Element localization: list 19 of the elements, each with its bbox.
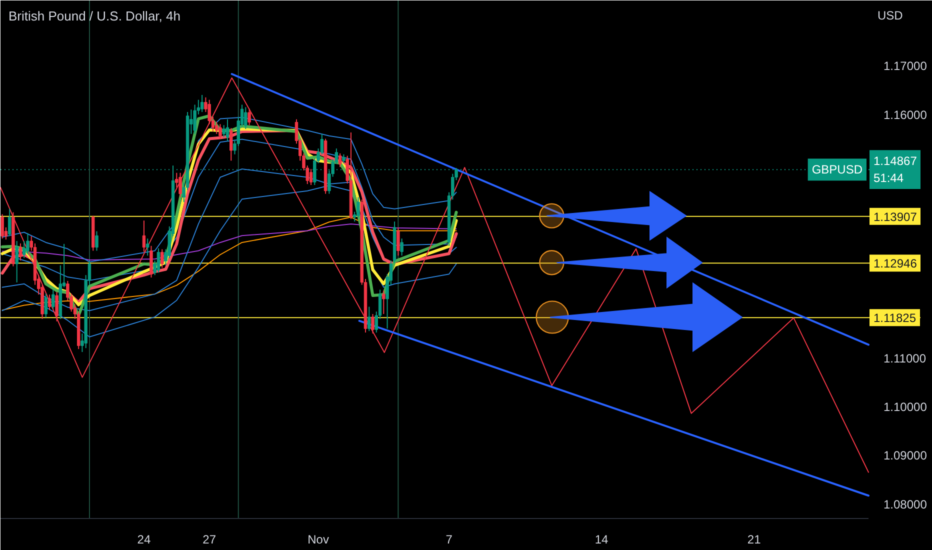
y-tick-label: 1.16000 (884, 108, 928, 122)
x-tick-label: 14 (594, 532, 609, 546)
ref-line-label: 1.11825 (874, 311, 916, 326)
y-tick-label: 1.10000 (884, 400, 928, 414)
text: British Pound / U.S. Dollar, 4h (8, 8, 180, 24)
annotation: GBPUSD (812, 162, 863, 177)
ref-line-label: 1.12946 (874, 256, 918, 271)
y-tick-label: 1.09000 (884, 448, 928, 463)
ref-line-label: 1.13907 (874, 210, 918, 224)
x-tick-label: 21 (747, 532, 762, 546)
x-tick-label: 7 (446, 532, 453, 546)
y-tick-label: 1.11000 (884, 351, 926, 366)
y-tick-label: 1.08000 (884, 497, 928, 512)
x-tick-label: Nov (308, 532, 329, 546)
x-tick-label: 27 (202, 532, 216, 546)
y-axis-title: USD (878, 8, 904, 22)
y-tick-label: 1.17000 (884, 59, 928, 74)
x-tick-label: 24 (137, 532, 151, 546)
ref-line-label: 1.14867 51:44 (874, 154, 918, 185)
